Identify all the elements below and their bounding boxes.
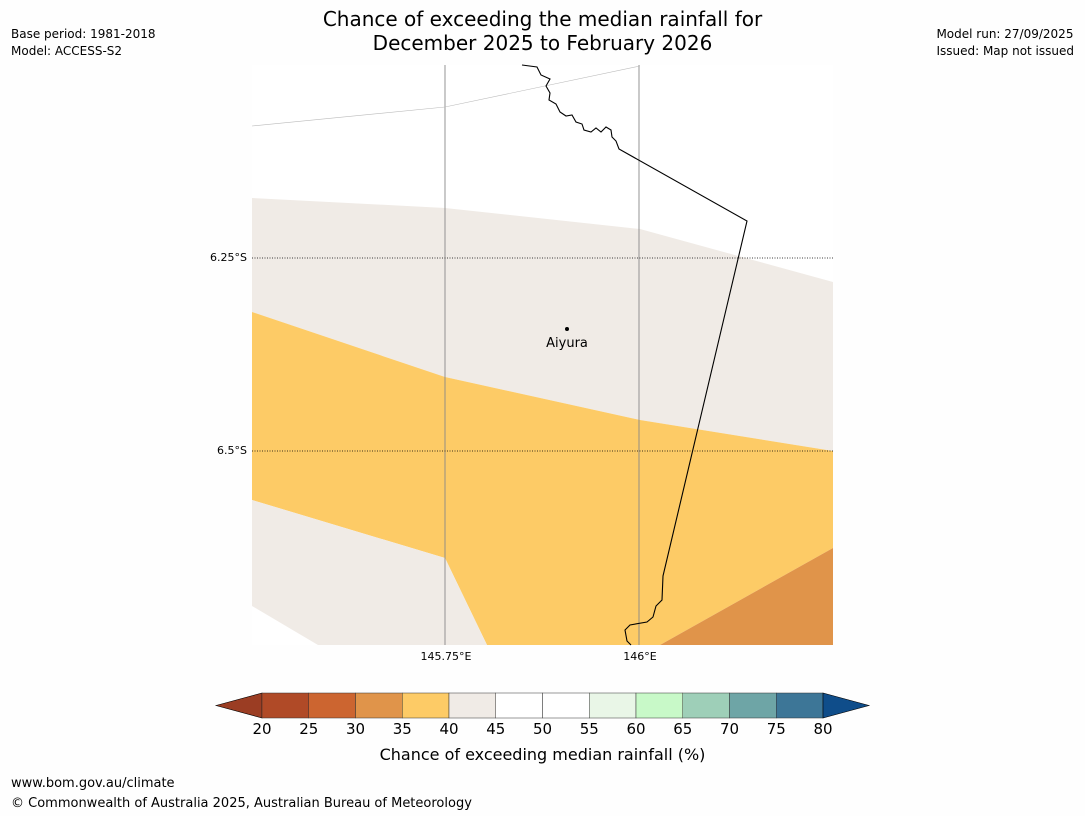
footer-url: www.bom.gov.au/climate (11, 776, 175, 791)
colorbar-under-arrow (214, 692, 263, 719)
model-text: Model: ACCESS-S2 (11, 44, 123, 58)
map-fill-group (252, 65, 833, 645)
colorbar-cell (682, 692, 730, 719)
aiyura-label: Aiyura (546, 336, 588, 351)
colorbar-tick-label: 70 (719, 720, 740, 738)
colorbar-tick-label: 65 (673, 720, 693, 738)
region-middle-light (252, 198, 833, 451)
colorbar-cell (542, 692, 590, 719)
colorbar-cell (495, 692, 543, 719)
colorbar-cell (448, 692, 496, 719)
meta-left: Base period: 1981-2018 Model: ACCESS-S2 (11, 26, 156, 60)
colorbar-cell (402, 692, 450, 719)
colorbar-cell (308, 692, 356, 719)
colorbar-cell (729, 692, 777, 719)
map-title: Chance of exceeding the median rainfall … (0, 7, 1085, 55)
lon-label-146: 146°E (623, 650, 657, 663)
region-yellow-band (252, 312, 833, 645)
region-southwest-light (252, 500, 487, 645)
gridlines (251, 65, 833, 645)
colorbar-label: Chance of exceeding median rainfall (%) (379, 745, 706, 764)
colorbar-tick-label: 40 (439, 720, 459, 738)
colorbar-tick-label: 60 (626, 720, 646, 738)
colorbar-tick-label: 75 (766, 720, 786, 738)
colorbar-cell (355, 692, 403, 719)
issued-text: Issued: Map not issued (936, 44, 1074, 58)
colorbar-tick-label: 45 (486, 720, 506, 738)
lat-label-6-25: 6.25°S (210, 251, 247, 264)
colorbar-tick-label: 80 (813, 720, 833, 738)
lon-label-145-75: 145.75°E (420, 650, 472, 663)
base-period-text: Base period: 1981-2018 (11, 27, 156, 41)
meta-right: Model run: 27/09/2025 Issued: Map not is… (936, 26, 1074, 60)
colorbar-tick-label: 30 (345, 720, 366, 738)
colorbar-tick-label: 55 (579, 720, 599, 738)
colorbar-tick-label: 20 (252, 720, 272, 738)
colorbar-cell (261, 692, 309, 719)
colorbar-cells (261, 692, 824, 719)
title-line-2: December 2025 to February 2026 (372, 31, 713, 55)
coastline-north (251, 65, 641, 127)
colorbar-over-arrow (822, 692, 871, 719)
lat-label-6-5: 6.5°S (217, 444, 247, 457)
colorbar-tick-label: 25 (299, 720, 319, 738)
border-line (521, 64, 748, 646)
colorbar-cell (589, 692, 637, 719)
aiyura-marker (565, 327, 569, 331)
colorbar-cell (776, 692, 824, 719)
colorbar-cell (635, 692, 683, 719)
colorbar-tick-label: 35 (392, 720, 412, 738)
footer-copyright: © Commonwealth of Australia 2025, Austra… (11, 796, 472, 811)
model-run-text: Model run: 27/09/2025 (936, 27, 1074, 41)
title-line-1: Chance of exceeding the median rainfall … (322, 7, 763, 31)
region-southeast-orange (660, 548, 833, 645)
colorbar-tick-label: 50 (532, 720, 553, 738)
